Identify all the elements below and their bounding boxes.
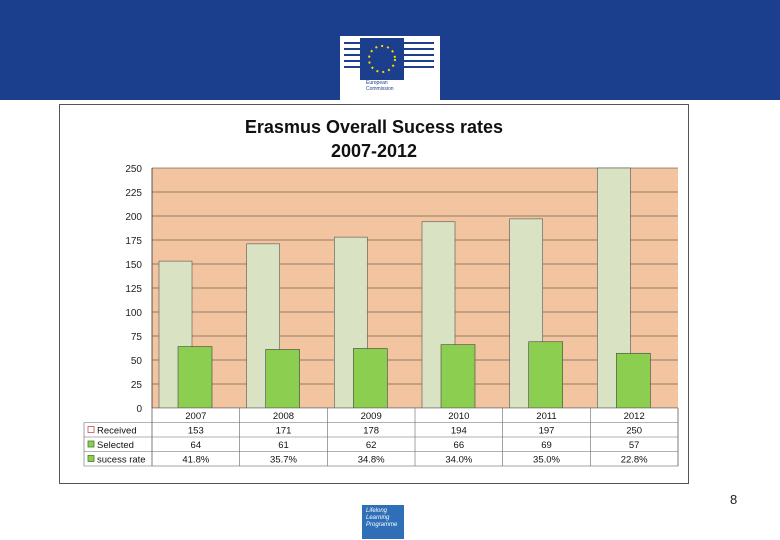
commission-label: European Commission — [366, 80, 394, 92]
lifelong-learning-logo: Lifelong Learning Programme — [362, 505, 404, 539]
page-number: 8 — [730, 492, 738, 507]
y-tick-label: 25 — [131, 380, 143, 391]
bar-selected — [177, 346, 213, 409]
x-tick-label: 2009 — [361, 411, 382, 422]
data-label: 62 — [366, 440, 377, 451]
bar-selected — [353, 348, 388, 409]
data-label: 66 — [454, 440, 465, 451]
x-tick-label: 2012 — [624, 411, 645, 422]
chart-subtitle: 2007-2012 — [330, 141, 418, 161]
european-commission-logo — [340, 36, 440, 100]
data-label: 35.0% — [533, 455, 560, 466]
bar-selected — [265, 349, 300, 409]
x-tick-label: 2011 — [536, 411, 556, 422]
y-tick-label: 225 — [125, 188, 142, 199]
data-label: 64 — [191, 440, 202, 451]
y-tick-label: 100 — [125, 308, 142, 319]
bar-selected — [616, 352, 651, 409]
data-label: 178 — [363, 426, 379, 437]
chart-title: Erasmus Overall Sucess rates — [244, 117, 504, 137]
legend-key — [87, 440, 95, 448]
y-tick-label: 175 — [125, 236, 142, 247]
data-label: 41.8% — [182, 455, 209, 466]
y-tick-label: 150 — [125, 260, 142, 271]
y-tick-label: 0 — [136, 404, 142, 415]
legend-key — [87, 426, 95, 433]
data-label: 57 — [629, 440, 640, 451]
legend-label: sucess rate — [97, 455, 146, 466]
legend-label: Received — [97, 426, 137, 437]
data-label: 61 — [278, 440, 289, 451]
data-label: 153 — [188, 426, 204, 437]
x-tick-label: 2007 — [185, 411, 206, 422]
x-tick-label: 2008 — [273, 411, 294, 422]
legend-label: Selected — [97, 440, 134, 451]
data-label: 35.7% — [270, 455, 297, 466]
y-tick-label: 125 — [125, 284, 142, 295]
y-tick-label: 75 — [131, 332, 143, 343]
data-label: 197 — [539, 426, 555, 437]
y-tick-label: 250 — [125, 164, 142, 175]
data-label: 34.0% — [445, 455, 472, 466]
y-tick-label: 200 — [125, 212, 142, 223]
legend-key — [87, 455, 95, 462]
data-label: 22.8% — [621, 455, 648, 466]
data-label: 194 — [451, 426, 467, 437]
data-label: 69 — [541, 440, 552, 451]
data-label: 171 — [276, 426, 292, 437]
data-label: 250 — [626, 426, 642, 437]
data-label: 34.8% — [358, 455, 385, 466]
y-tick-label: 50 — [131, 356, 143, 367]
bar-selected — [528, 341, 563, 409]
bar-selected — [440, 344, 476, 409]
x-tick-label: 2010 — [448, 411, 469, 422]
